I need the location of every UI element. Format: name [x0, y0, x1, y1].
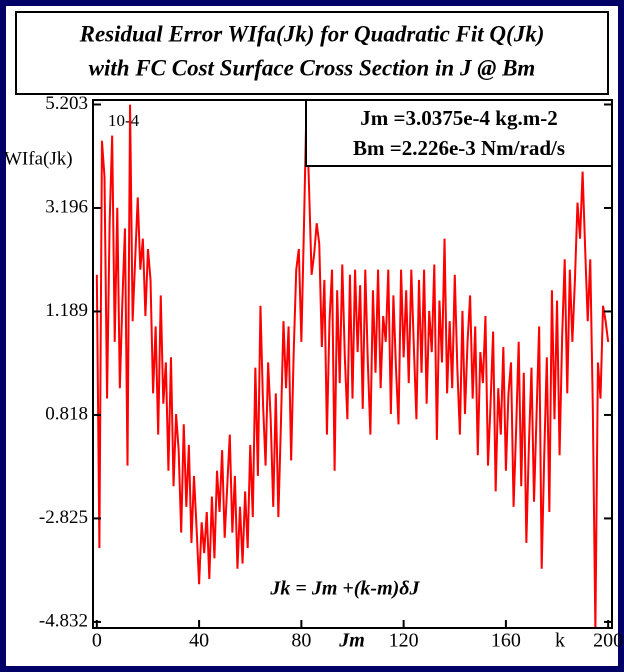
annotation-box — [305, 99, 613, 167]
chart-title: with FC Cost Surface Cross Section in J … — [89, 55, 536, 80]
x-tick-label: 200 — [593, 630, 623, 652]
y-tick-label: 1.189 — [45, 300, 88, 321]
x-tick-label: 120 — [389, 630, 419, 652]
y-tick-label: 5.203 — [45, 93, 88, 114]
x-axis-label: k — [555, 630, 565, 652]
annotation: Jm =3.0375e-4 kg.m-2 — [360, 106, 557, 130]
y-tick-label: -2.825 — [39, 507, 88, 528]
x-tick-label: 80 — [291, 630, 311, 652]
x-marker-label: Jm — [338, 630, 365, 652]
plot-frame — [92, 99, 613, 629]
formula: Jk = Jm +(k-m)δJ — [269, 578, 420, 600]
y-axis-label: WIfa(Jk) — [4, 148, 73, 169]
y-tick-label: 0.818 — [45, 403, 88, 424]
chart-title: Residual Error WIfa(Jk) for Quadratic Fi… — [79, 21, 545, 46]
data-line — [95, 104, 610, 628]
annotation: Bm =2.226e-3 Nm/rad/s — [353, 136, 565, 160]
title-box — [15, 11, 609, 95]
x-tick-label: 0 — [92, 630, 102, 652]
y-tick-label: 3.196 — [45, 196, 88, 217]
y-unit: 10-4 — [108, 111, 140, 130]
y-tick-label: -4.832 — [39, 610, 88, 631]
x-tick-label: 40 — [189, 630, 209, 652]
x-tick-label: 160 — [491, 630, 521, 652]
